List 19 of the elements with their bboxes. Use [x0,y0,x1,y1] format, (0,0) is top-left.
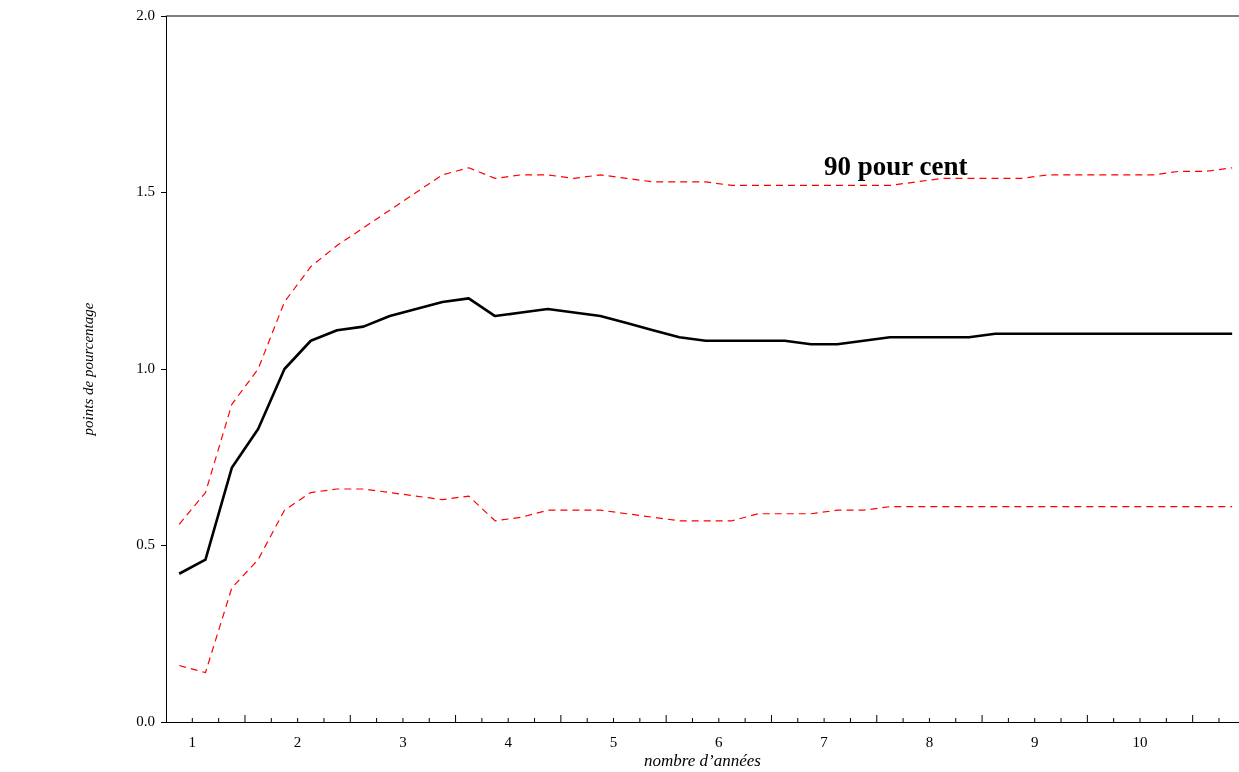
y-tick-label: 1.0 [136,359,155,376]
annotation: 90 pour cent [823,150,968,181]
x-tick-label: 4 [504,733,513,750]
x-tick-label: 2 [293,733,302,750]
x-tick-label: 5 [609,733,618,750]
y-tick-label: 2.0 [136,6,155,23]
x-tick-label: 8 [925,733,934,750]
x-tick-label: 9 [1030,733,1039,750]
x-tick-label: 1 [188,733,197,750]
y-axis-title: points de pourcentage [79,302,96,437]
y-tick-label: 0.5 [136,536,155,553]
x-tick-label: 7 [820,733,829,750]
x-tick-label: 3 [399,733,407,750]
line-series [178,488,1233,674]
x-tick-label: 10 [1132,733,1148,750]
x-axis-title: nombre d’années [644,751,762,771]
x-tick-label: 6 [715,733,724,750]
y-tick-label: 1.5 [136,183,155,200]
y-tick-label: 0.0 [136,712,155,729]
